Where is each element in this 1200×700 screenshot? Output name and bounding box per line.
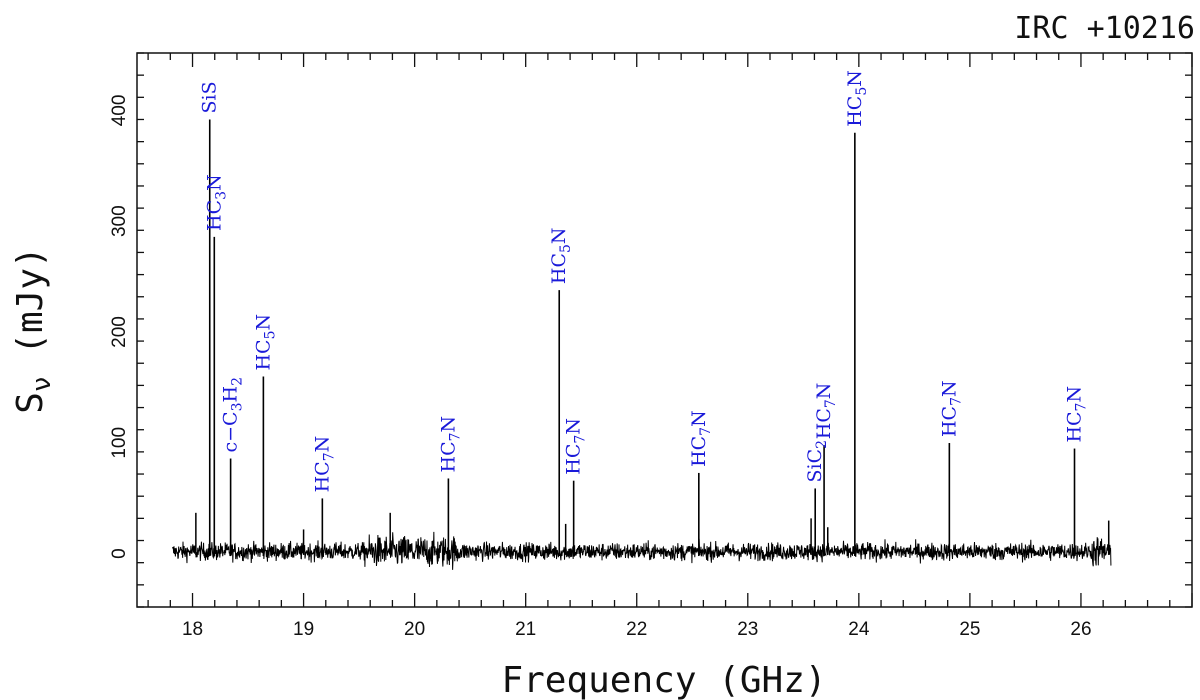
label-sub: 7 bbox=[948, 397, 964, 406]
label-sub: 5 bbox=[854, 87, 870, 96]
line-label: c−C3H2 bbox=[220, 377, 246, 453]
label-main: HC bbox=[688, 436, 710, 467]
label-sub: 7 bbox=[573, 435, 589, 444]
label-sub: 7 bbox=[698, 427, 714, 436]
line-label: SiS bbox=[199, 81, 221, 113]
label-main: HC bbox=[938, 406, 960, 437]
x-tick-label: 22 bbox=[626, 619, 647, 640]
line-label: HC3N bbox=[203, 174, 229, 231]
label-main: HC bbox=[548, 253, 570, 284]
label-main: SiS bbox=[199, 81, 221, 113]
label-after: N bbox=[688, 410, 710, 427]
line-label: HC7N bbox=[311, 436, 337, 493]
label-sub: 5 bbox=[262, 331, 278, 340]
label-sub: 7 bbox=[321, 452, 337, 461]
label-after: N bbox=[938, 380, 960, 397]
x-tick-label: 25 bbox=[959, 619, 980, 640]
label-sub: 7 bbox=[823, 399, 839, 408]
line-label: HC7N bbox=[813, 383, 839, 440]
label-after: N bbox=[203, 174, 225, 191]
x-tick-label: 26 bbox=[1070, 619, 1091, 640]
line-label: HC7N bbox=[563, 418, 589, 475]
line-label: HC7N bbox=[938, 380, 964, 437]
x-axis-ticks: 18 19 20 21 22 23 24 25 26 bbox=[147, 53, 1193, 640]
label-sub2: 2 bbox=[230, 377, 246, 386]
y-tick-label: 200 bbox=[109, 316, 130, 348]
y-axis-title-sub: ν bbox=[27, 376, 57, 392]
label-after: N bbox=[844, 70, 866, 87]
label-after: N bbox=[813, 383, 835, 400]
spectrum-layer bbox=[172, 531, 1112, 570]
label-sub: 7 bbox=[447, 432, 463, 441]
x-tick-label: 20 bbox=[404, 619, 425, 640]
label-main: HC bbox=[311, 461, 333, 492]
label-main: HC bbox=[813, 408, 835, 439]
label-main: HC bbox=[563, 444, 585, 475]
label-main: HC bbox=[252, 339, 274, 370]
line-label: HC7N bbox=[688, 410, 714, 467]
x-tick-label: 19 bbox=[293, 619, 314, 640]
label-main: SiC bbox=[804, 449, 826, 483]
y-axis-title-rest: (mJy) bbox=[10, 246, 51, 376]
x-tick-label: 21 bbox=[515, 619, 536, 640]
label-main: c−C bbox=[220, 411, 242, 452]
label-main: HC bbox=[1064, 411, 1086, 442]
line-label: HC7N bbox=[437, 416, 463, 473]
label-main: HC bbox=[437, 441, 459, 472]
label-sub: 5 bbox=[558, 244, 574, 253]
line-label: HC7N bbox=[1064, 386, 1090, 443]
line-label: HC5N bbox=[844, 70, 870, 127]
y-tick-label: 0 bbox=[109, 548, 130, 559]
plot-frame bbox=[136, 52, 1193, 608]
label-main: HC bbox=[844, 96, 866, 127]
label-after: N bbox=[563, 418, 585, 435]
x-tick-label: 24 bbox=[848, 619, 870, 640]
line-label: HC5N bbox=[252, 314, 278, 371]
y-tick-label: 300 bbox=[109, 205, 130, 237]
spectrum-noise-trace bbox=[172, 531, 1112, 570]
label-after: N bbox=[437, 416, 459, 433]
y-axis-title: Sν (mJy) bbox=[10, 246, 57, 413]
label-after: H bbox=[220, 386, 242, 403]
emission-lines bbox=[195, 119, 1110, 557]
chart-title: IRC +10216 bbox=[1014, 11, 1195, 46]
label-sub: 2 bbox=[814, 440, 830, 449]
x-tick-label: 18 bbox=[182, 619, 203, 640]
x-tick-label: 23 bbox=[737, 619, 758, 640]
label-sub: 7 bbox=[1074, 403, 1090, 412]
line-label: HC5N bbox=[548, 227, 574, 284]
label-main: HC bbox=[203, 200, 225, 231]
y-axis-title-base: S bbox=[10, 392, 51, 414]
x-axis-title: Frequency (GHz) bbox=[501, 660, 826, 700]
y-tick-label: 100 bbox=[109, 427, 130, 459]
label-sub: 3 bbox=[230, 402, 246, 411]
label-after: N bbox=[252, 314, 274, 331]
label-after: N bbox=[1064, 386, 1086, 403]
label-after: N bbox=[548, 227, 570, 244]
line-label: SiC2 bbox=[804, 440, 830, 483]
label-sub: 3 bbox=[213, 191, 229, 200]
label-after: N bbox=[311, 436, 333, 453]
y-axis-ticks: 0 100 200 300 400 bbox=[109, 52, 1192, 608]
y-tick-label: 400 bbox=[109, 95, 130, 127]
